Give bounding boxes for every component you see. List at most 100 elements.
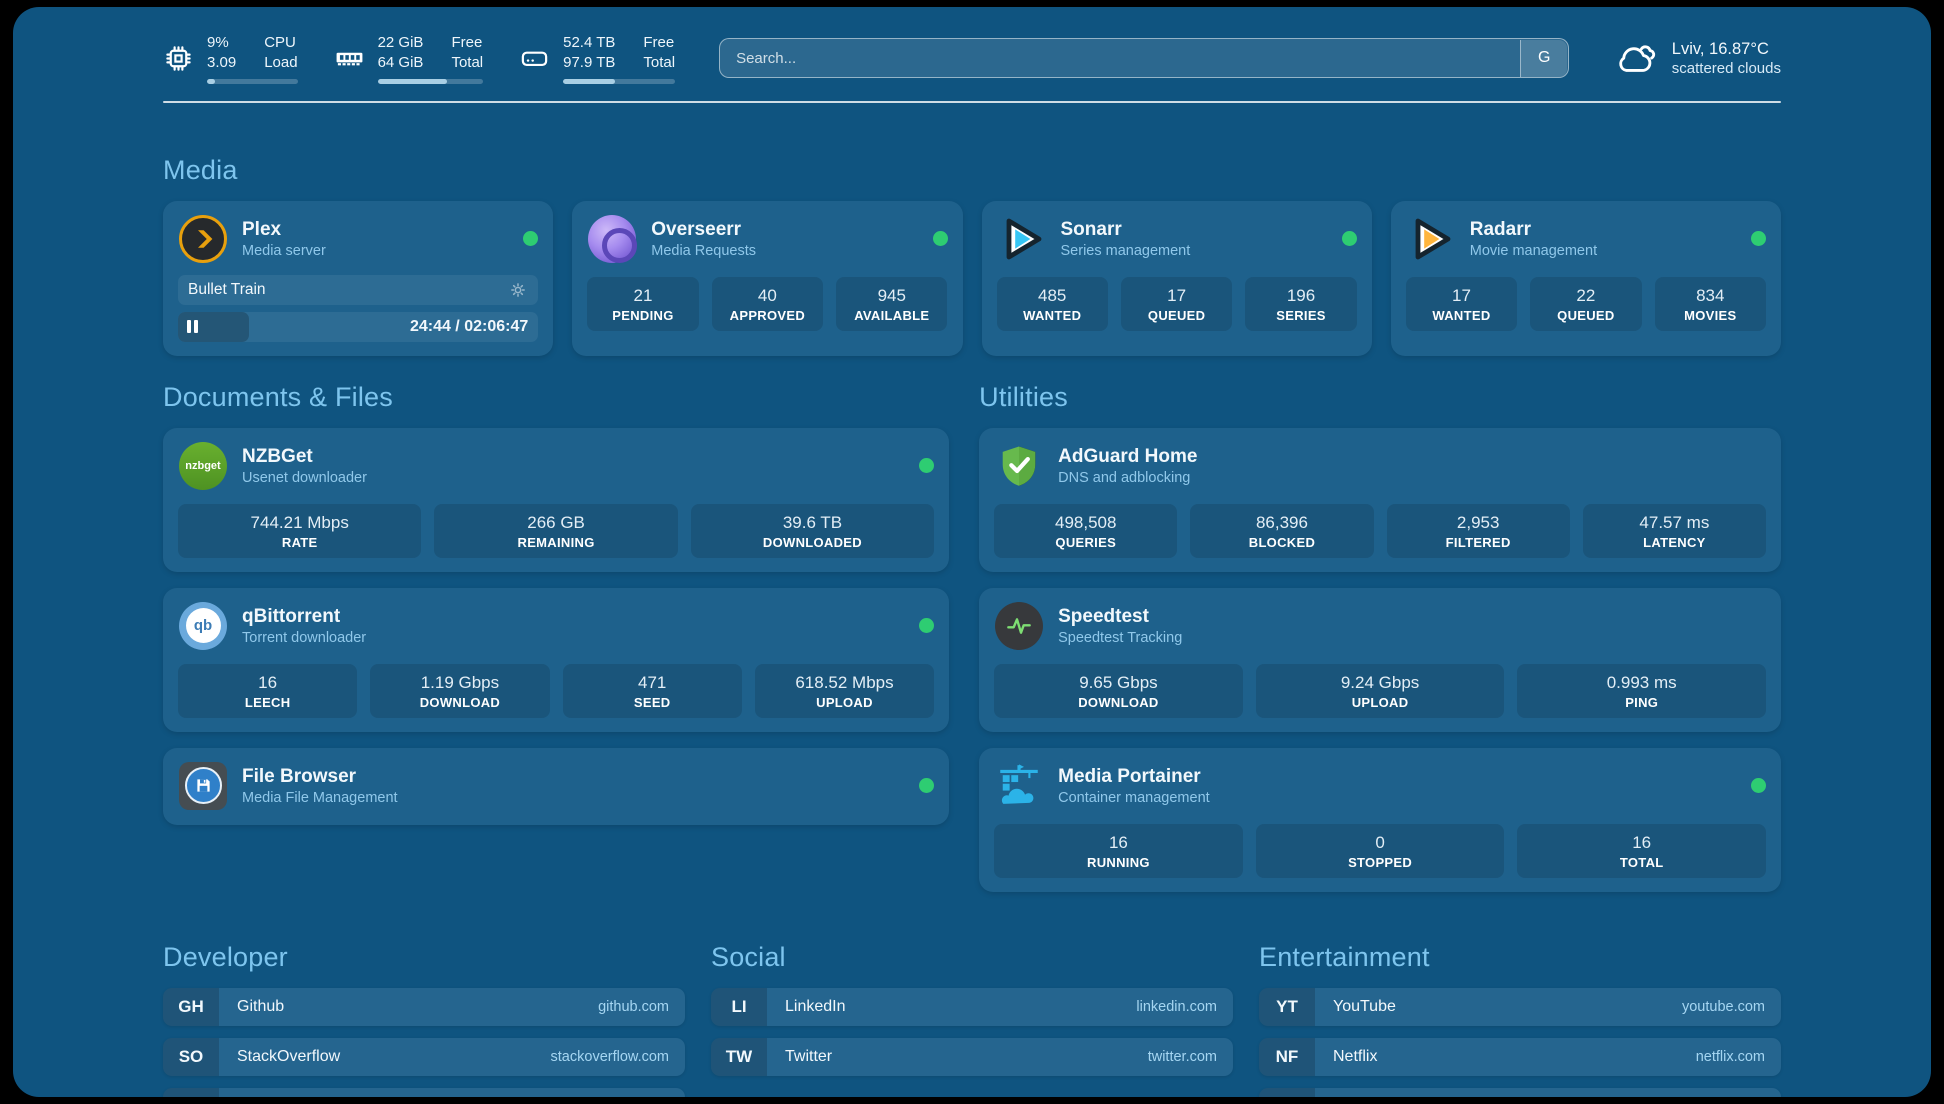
adguard-card: AdGuard Home DNS and adblocking 498,508 Q… — [979, 427, 1781, 572]
storage-free-value: 52.4 TB — [563, 34, 616, 51]
bookmark-domain: netflix.com — [1695, 1048, 1765, 1065]
filebrowser-name: File Browser — [242, 765, 357, 787]
bookmark-domain: reddit.com — [1697, 1088, 1781, 1097]
bookmark-twitter[interactable]: TW Twitter twitter.com — [711, 1037, 1233, 1076]
utilities-column: Utilities AdGuard Home DNS and ad — [979, 382, 1781, 908]
adguard-name: AdGuard Home — [1058, 445, 1198, 467]
speedtest-name: Speedtest — [1058, 605, 1149, 627]
nzbget-app-link[interactable]: nzbget NZBGet Usenet downloader — [178, 441, 935, 491]
load-label: Load — [264, 53, 298, 71]
plex-card: Plex Media server Bullet Train 24:44 / 0… — [163, 200, 554, 356]
qbittorrent-app-link[interactable]: qb qBittorrent Torrent downloader — [178, 601, 935, 651]
bookmark-github[interactable]: GH Github github.com — [163, 987, 685, 1026]
bookmark-domain: linkedin.com — [1136, 998, 1217, 1015]
storage-progress-bar — [563, 78, 676, 84]
bookmark-name: Reddit — [1315, 1088, 1697, 1097]
stat-tile: 618.52 Mbps UPLOAD — [754, 663, 935, 718]
search-engine-button[interactable]: G — [1520, 39, 1568, 77]
memory-progress-bar — [377, 78, 484, 84]
filebrowser-app-link[interactable]: File Browser Media File Management — [178, 761, 935, 811]
radarr-name: Radarr — [1469, 218, 1531, 240]
nzbget-icon: nzbget — [179, 441, 227, 490]
pause-icon[interactable] — [194, 320, 198, 334]
bookmark-name: LinkedIn — [785, 997, 846, 1015]
radarr-card: Radarr Movie management 17 WANTED 22 QUEUE… — [1390, 200, 1781, 356]
portainer-app-link[interactable]: Media Portainer Container management — [994, 761, 1766, 811]
speedtest-subtitle: Speedtest Tracking — [1058, 629, 1183, 646]
search-input[interactable] — [719, 38, 1569, 79]
stat-tile: 485 WANTED — [996, 276, 1108, 331]
bookmark-abbr: NF — [1259, 1037, 1315, 1076]
pause-icon[interactable] — [187, 320, 191, 334]
stat-tile: 16 TOTAL — [1517, 823, 1766, 878]
bookmark-netflix[interactable]: NF Netflix netflix.com — [1259, 1037, 1781, 1076]
bookmarks-grid: Developer GH Github github.com SO StackO… — [163, 942, 1781, 1097]
plex-player-row: 24:44 / 02:06:47 — [178, 311, 539, 342]
bookmark-domain: github.com — [598, 998, 669, 1015]
adguard-app-link[interactable]: AdGuard Home DNS and adblocking — [994, 441, 1766, 491]
cpu-label: CPU — [264, 34, 296, 51]
stat-tile: 0.993 ms PING — [1517, 663, 1766, 718]
stat-tile: 945 AVAILABLE — [836, 276, 948, 331]
portainer-crane-icon — [994, 761, 1044, 811]
radarr-app-link[interactable]: Radarr Movie management — [1406, 214, 1766, 264]
bookmark-linkedin[interactable]: LI LinkedIn linkedin.com — [711, 987, 1233, 1026]
storage-progress-fill — [563, 78, 615, 84]
stat-tile: 39.6 TB DOWNLOADED — [690, 503, 935, 558]
entertainment-column: Entertainment YT YouTube youtube.com NF … — [1259, 942, 1781, 1097]
section-title-developer: Developer — [163, 941, 288, 972]
plex-now-playing-row: Bullet Train — [178, 274, 539, 305]
plex-progress-fill — [178, 311, 249, 342]
stat-tile: 2,953 FILTERED — [1386, 503, 1570, 558]
nzbget-subtitle: Usenet downloader — [242, 469, 367, 486]
header-divider — [163, 100, 1781, 103]
sonarr-app-link[interactable]: Sonarr Series management — [997, 214, 1357, 264]
cpu-progress-bar — [207, 78, 298, 84]
radarr-subtitle: Movie management — [1469, 242, 1598, 259]
bookmark-stackoverflow[interactable]: SO StackOverflow stackoverflow.com — [163, 1037, 685, 1076]
stat-tile: 16 RUNNING — [994, 823, 1243, 878]
section-title-social: Social — [711, 941, 786, 972]
qbittorrent-status-dot — [919, 618, 935, 634]
bookmark-reddit[interactable]: RE Reddit reddit.com — [1259, 1087, 1781, 1097]
overseerr-icon — [588, 214, 637, 263]
speedtest-app-link[interactable]: Speedtest Speedtest Tracking — [994, 601, 1766, 651]
stat-tile: 86,396 BLOCKED — [1190, 503, 1374, 558]
bookmark-domain: youtube.com — [1681, 998, 1765, 1015]
weather-condition: scattered clouds — [1671, 59, 1781, 77]
plex-subtitle: Media server — [242, 242, 326, 259]
overseerr-card: Overseerr Media Requests 21 PENDING 40 APP… — [572, 200, 963, 356]
speedtest-pulse-icon — [995, 601, 1044, 650]
stat-tile: 744.21 Mbps RATE — [178, 503, 422, 558]
bookmark-abbr: TW — [711, 1037, 767, 1076]
filebrowser-status-dot — [919, 778, 935, 794]
storage-stat: 52.4 TB 97.9 TB Free Total — [519, 33, 676, 84]
bookmark-name: DEV — [219, 1088, 631, 1097]
bookmark-youtube[interactable]: YT YouTube youtube.com — [1259, 987, 1781, 1026]
overseerr-app-link[interactable]: Overseerr Media Requests — [587, 214, 948, 264]
sonarr-subtitle: Series management — [1060, 242, 1191, 259]
cpu-usage-value: 9% — [207, 34, 229, 51]
portainer-status-dot — [1751, 778, 1766, 794]
bookmark-dev[interactable]: DT DEV dev.to — [163, 1087, 685, 1097]
topbar: 9% 3.09 CPU Load 22 GiB 64 GiB Free Total — [163, 33, 1781, 84]
stat-tile: 22 QUEUED — [1530, 276, 1642, 331]
qbittorrent-name: qBittorrent — [242, 605, 341, 627]
plex-app-link[interactable]: Plex Media server — [178, 214, 539, 264]
weather-widget: Lviv, 16.87°C scattered clouds — [1613, 35, 1781, 81]
radarr-status-dot — [1751, 231, 1766, 247]
bookmark-abbr: YT — [1259, 987, 1315, 1026]
bookmark-name: Netflix — [1333, 1047, 1378, 1065]
bookmark-name: Github — [237, 997, 285, 1015]
cpu-chip-icon — [166, 46, 191, 71]
stat-tile: 498,508 QUERIES — [994, 503, 1178, 558]
stat-tile: 266 GB REMAINING — [434, 503, 678, 558]
radarr-icon — [1406, 214, 1456, 264]
stat-tile: 40 APPROVED — [711, 276, 824, 331]
section-title-utilities: Utilities — [979, 381, 1068, 412]
section-title-entertainment: Entertainment — [1259, 941, 1430, 972]
settings-icon[interactable] — [508, 280, 528, 300]
bookmark-abbr: LI — [711, 987, 767, 1026]
filebrowser-card: File Browser Media File Management — [163, 747, 950, 825]
